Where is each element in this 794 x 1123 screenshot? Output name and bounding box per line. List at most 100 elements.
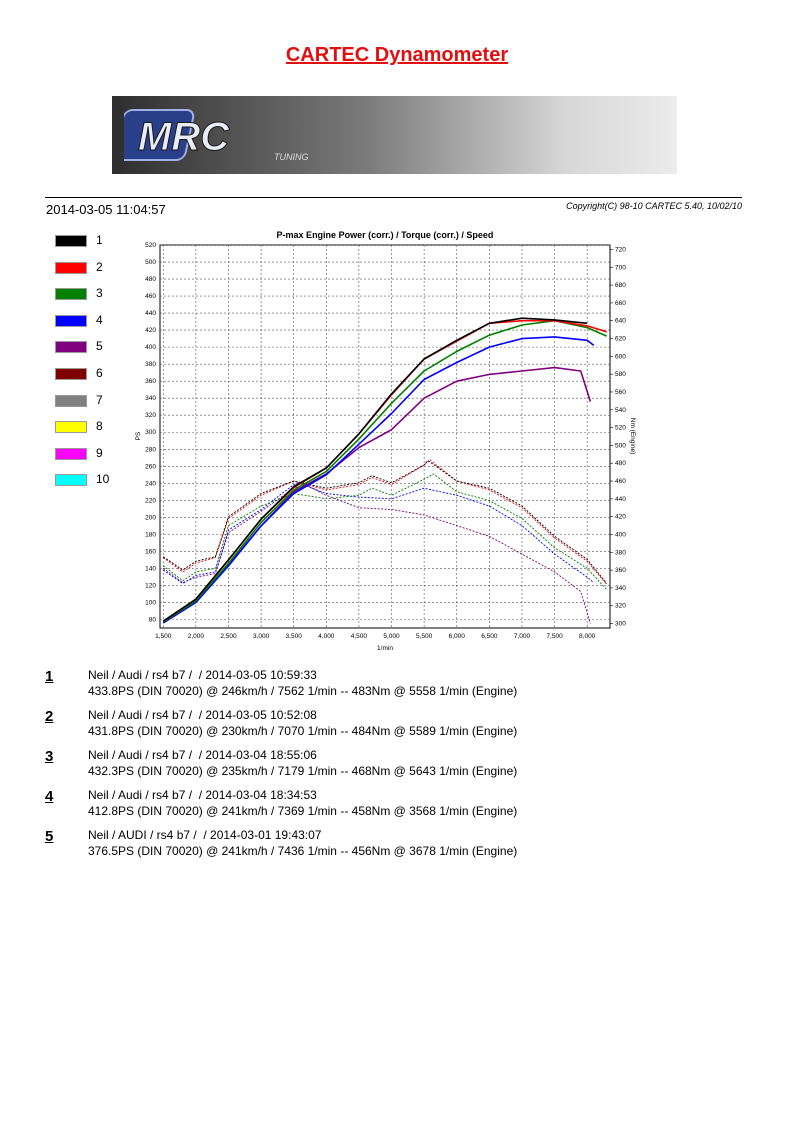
y-right-tick-label: 560	[615, 389, 626, 396]
y-right-tick-label: 640	[615, 318, 626, 325]
x-tick-label: 7,000	[514, 633, 531, 640]
y-right-tick-label: 320	[615, 603, 626, 610]
svg-text:MRC: MRC	[138, 115, 230, 159]
y-left-tick-label: 220	[145, 497, 156, 504]
run-entry-5: 5 Neil / AUDI / rs4 b7 / / 2014-03-01 19:…	[45, 828, 645, 862]
run-info: Neil / AUDI / rs4 b7 / / 2014-03-01 19:4…	[88, 828, 322, 842]
x-tick-label: 5,000	[383, 633, 400, 640]
legend-swatch	[55, 261, 87, 274]
legend-item-3: 3	[55, 286, 135, 306]
run-info: Neil / Audi / rs4 b7 / / 2014-03-05 10:5…	[88, 668, 317, 682]
y-left-tick-label: 100	[145, 599, 156, 606]
y-right-tick-label: 340	[615, 585, 626, 592]
header-divider	[45, 197, 742, 198]
y-right-tick-label: 520	[615, 425, 626, 432]
y-right-tick-label: 400	[615, 531, 626, 538]
y-right-tick-label: 660	[615, 300, 626, 307]
y-left-tick-label: 420	[145, 327, 156, 334]
x-tick-label: 5,500	[416, 633, 433, 640]
y-axis-label-left: PS	[135, 431, 142, 440]
y-left-tick-label: 360	[145, 378, 156, 385]
legend-label: 10	[96, 472, 110, 487]
y-right-tick-label: 720	[615, 246, 626, 253]
y-right-tick-label: 600	[615, 353, 626, 360]
y-right-tick-label: 360	[615, 567, 626, 574]
y-right-tick-label: 480	[615, 460, 626, 467]
y-right-tick-label: 620	[615, 336, 626, 343]
y-left-tick-label: 500	[145, 259, 156, 266]
run-entry-3: 3 Neil / Audi / rs4 b7 / / 2014-03-04 18:…	[45, 748, 645, 782]
series-torque-run-5	[163, 484, 591, 624]
legend-swatch	[55, 447, 87, 460]
y-left-tick-label: 120	[145, 582, 156, 589]
plot-frame	[159, 244, 611, 629]
legend-item-8: 8	[55, 419, 135, 439]
legend-swatch	[55, 394, 87, 407]
chart-title: P-max Engine Power (corr.) / Torque (cor…	[277, 230, 494, 240]
x-tick-label: 4,000	[318, 633, 335, 640]
y-left-tick-label: 380	[145, 361, 156, 368]
run-result: 376.5PS (DIN 70020) @ 241km/h / 7436 1/m…	[88, 844, 518, 858]
y-left-tick-label: 460	[145, 293, 156, 300]
run-number: 5	[45, 828, 54, 845]
y-left-tick-label: 300	[145, 429, 156, 436]
series-power-run-2	[162, 319, 607, 622]
legend-swatch	[55, 235, 87, 247]
y-right-tick-label: 440	[615, 496, 626, 503]
y-left-tick-label: 260	[145, 463, 156, 470]
y-right-tick-label: 420	[615, 514, 626, 521]
y-right-tick-label: 300	[615, 621, 626, 628]
x-tick-label: 3,500	[286, 633, 303, 640]
run-number: 1	[45, 668, 54, 685]
y-right-tick-label: 380	[615, 549, 626, 556]
run-entry-2: 2 Neil / Audi / rs4 b7 / / 2014-03-05 10:…	[45, 708, 645, 742]
legend-item-2: 2	[55, 260, 135, 280]
legend-label: 3	[96, 286, 103, 301]
legend-item-5: 5	[55, 339, 135, 359]
y-left-tick-label: 440	[145, 310, 156, 317]
run-result: 432.3PS (DIN 70020) @ 235km/h / 7179 1/m…	[88, 764, 518, 778]
series-power-run-3	[162, 319, 608, 623]
y-left-tick-label: 180	[145, 531, 156, 538]
series-power-run-5	[162, 366, 592, 623]
legend-item-1: 1	[55, 233, 135, 253]
legend-item-6: 6	[55, 366, 135, 386]
x-tick-label: 3,000	[253, 633, 270, 640]
run-entry-4: 4 Neil / Audi / rs4 b7 / / 2014-03-04 18:…	[45, 788, 645, 822]
dyno-chart: P-max Engine Power (corr.) / Torque (cor…	[135, 230, 636, 652]
y-right-tick-label: 680	[615, 282, 626, 289]
y-left-tick-label: 400	[145, 344, 156, 351]
report-datetime: 2014-03-05 11:04:57	[46, 202, 166, 217]
y-right-tick-label: 500	[615, 442, 626, 449]
legend-label: 2	[96, 259, 103, 274]
y-left-tick-label: 240	[145, 480, 156, 487]
y-left-tick-label: 480	[145, 276, 156, 283]
legend-swatch	[55, 288, 87, 301]
run-entry-1: 1 Neil / Audi / rs4 b7 / / 2014-03-05 10:…	[45, 668, 645, 702]
legend-item-9: 9	[55, 446, 135, 466]
legend-label: 1	[96, 233, 103, 247]
legend-swatch	[55, 474, 87, 487]
y-right-tick-label: 540	[615, 407, 626, 414]
run-result: 433.8PS (DIN 70020) @ 246km/h / 7562 1/m…	[88, 684, 518, 698]
copyright-text: Copyright(C) 98-10 CARTEC 5.40, 10/02/10	[566, 201, 742, 211]
x-tick-label: 6,500	[481, 633, 498, 640]
legend-swatch	[55, 341, 87, 354]
y-axis-label-right: Nm (Engine)	[629, 418, 636, 454]
y-right-tick-label: 700	[615, 264, 626, 271]
page-title: CARTEC Dynamometer	[285, 44, 509, 66]
y-left-tick-label: 320	[145, 412, 156, 419]
series-torque-run-3	[163, 473, 608, 591]
x-tick-label: 8,000	[579, 633, 596, 640]
run-info: Neil / Audi / rs4 b7 / / 2014-03-05 10:5…	[88, 708, 317, 722]
legend-swatch	[55, 368, 87, 380]
legend-label: 9	[96, 445, 103, 460]
x-tick-label: 7,500	[546, 633, 563, 640]
x-tick-label: 4,500	[351, 633, 368, 640]
x-tick-label: 1,500	[155, 633, 172, 640]
x-axis-label: 1/min	[377, 645, 393, 652]
legend-label: 6	[96, 366, 103, 380]
run-number: 2	[45, 708, 54, 725]
y-left-tick-label: 340	[145, 395, 156, 402]
y-left-tick-label: 140	[145, 565, 156, 572]
